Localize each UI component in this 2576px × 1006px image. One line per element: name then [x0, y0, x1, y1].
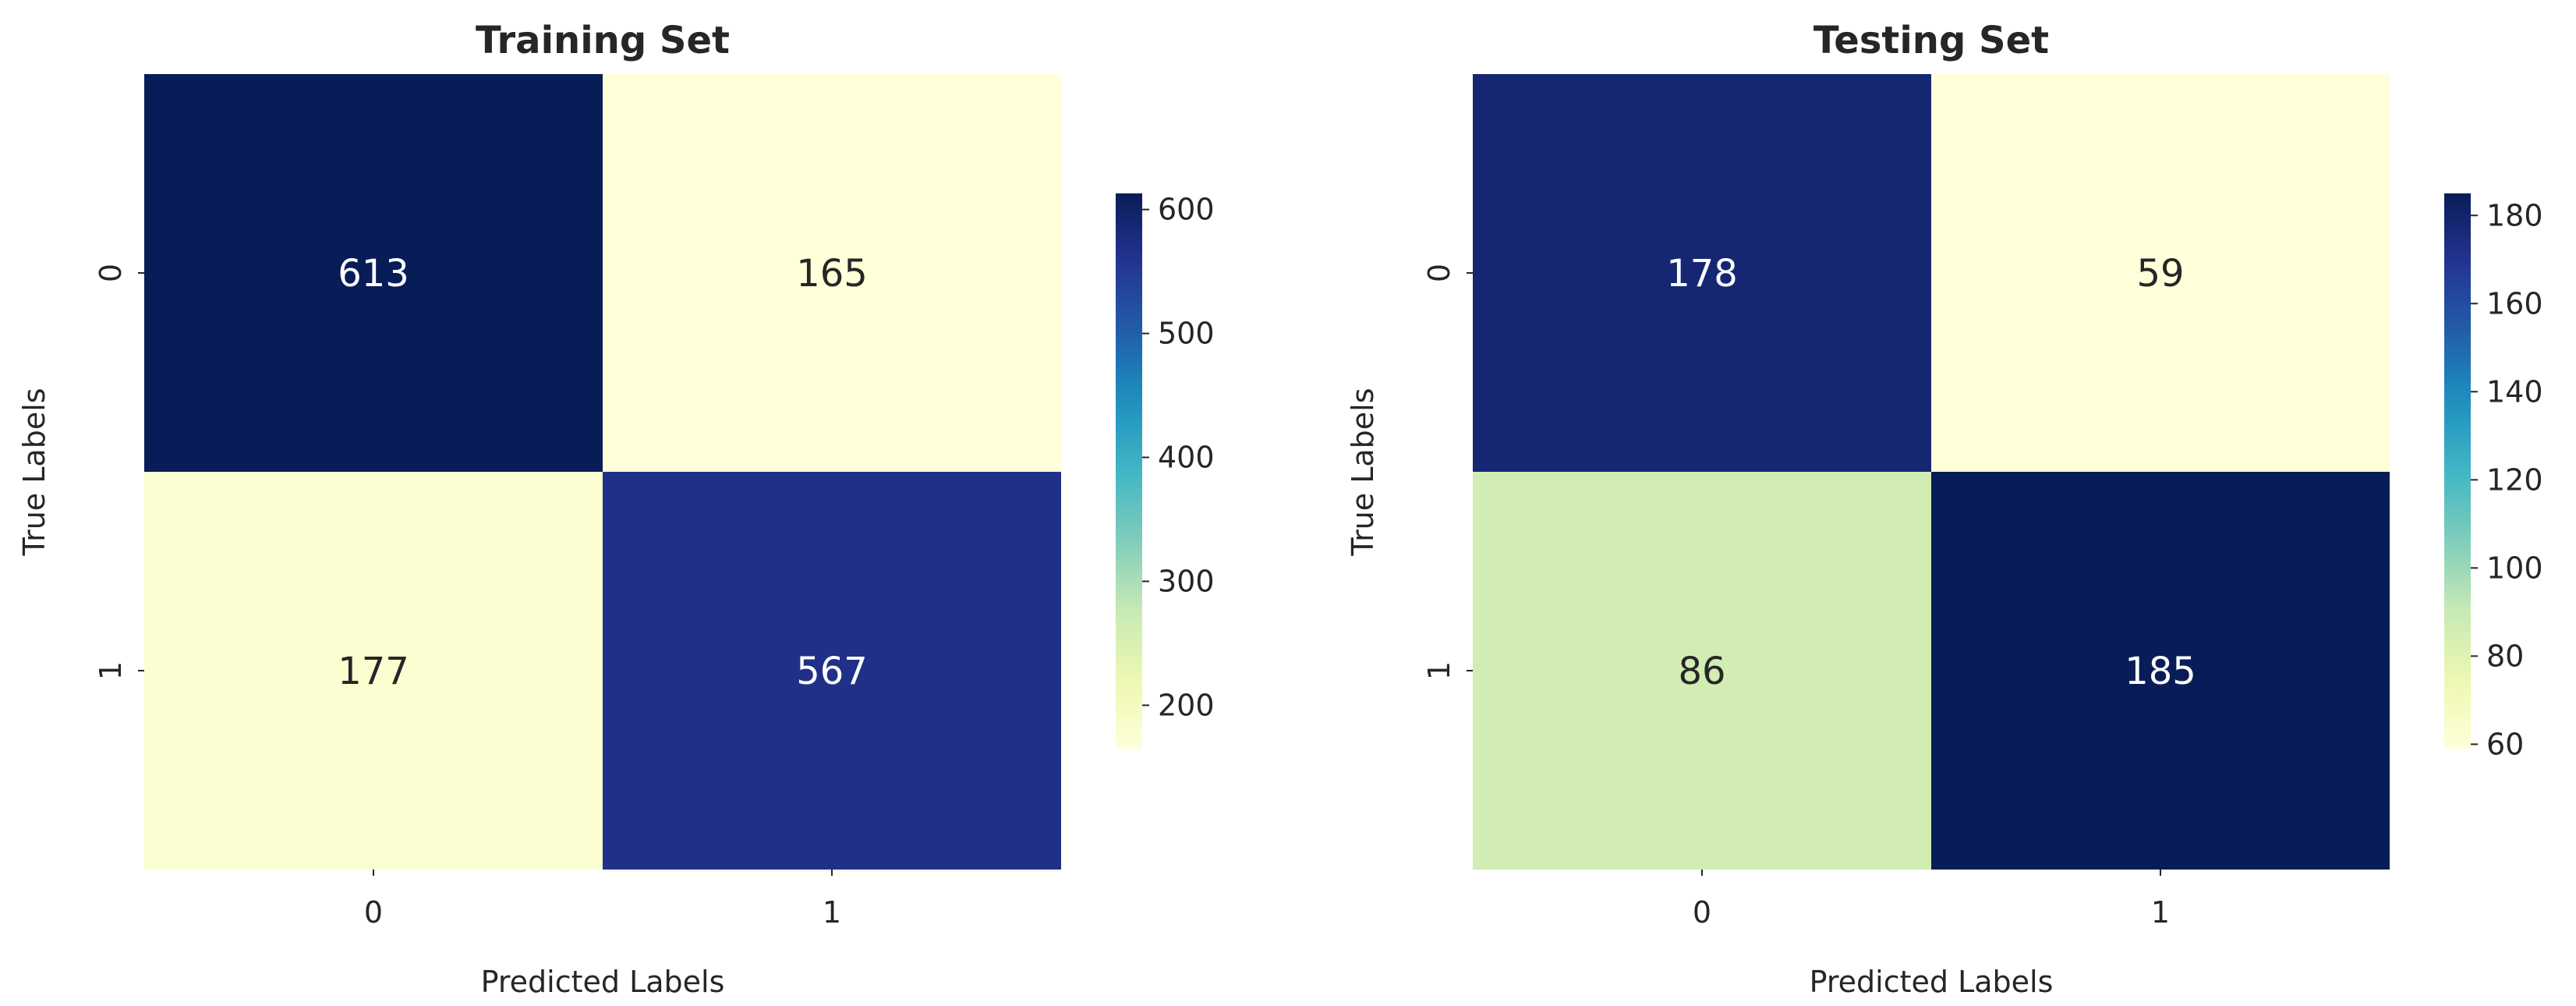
cell-value-label: 165: [796, 252, 868, 296]
x-tick-label: 0: [364, 895, 383, 930]
heatmap-cell: [603, 74, 1061, 472]
x-axis-label: Predicted Labels: [1810, 965, 2054, 999]
colorbar-tick-label: 300: [1158, 564, 1215, 598]
heatmap-panel-0: Training Set 613 165 177 567 0 1 0 1 Predicted La…: [17, 19, 1215, 999]
heatmap-cell: [1931, 74, 2390, 472]
y-tick-label: 0: [1422, 264, 1456, 282]
y-tick-label: 1: [94, 661, 128, 680]
heatmap-cell: [1473, 472, 1931, 870]
colorbar-tick-label: 120: [2486, 462, 2543, 497]
heatmap-cell: [603, 472, 1061, 870]
y-tick-label: 1: [1422, 661, 1456, 680]
cell-value-label: 185: [2125, 650, 2196, 693]
colorbar: [1116, 193, 1142, 749]
x-tick-label: 1: [823, 895, 841, 930]
cell-value-label: 567: [796, 650, 868, 693]
colorbar-tick-label: 100: [2486, 551, 2543, 585]
colorbar-tick-label: 160: [2486, 286, 2543, 321]
colorbar-tick-label: 200: [1158, 688, 1215, 722]
y-axis-label: True Labels: [17, 388, 51, 556]
x-tick-label: 1: [2151, 895, 2170, 930]
x-tick-label: 0: [1693, 895, 1711, 930]
heatmap-cell: [1473, 74, 1931, 472]
heatmap-cell: [144, 74, 603, 472]
colorbar-tick-label: 80: [2486, 639, 2524, 673]
chart-title: Training Set: [476, 19, 730, 62]
heatmap-cell: [144, 472, 603, 870]
colorbar-tick-label: 400: [1158, 441, 1215, 475]
y-tick-label: 0: [94, 264, 128, 282]
heatmap-cell: [1931, 472, 2390, 870]
cell-value-label: 86: [1678, 650, 1725, 693]
colorbar-tick-label: 140: [2486, 374, 2543, 409]
colorbar-tick-label: 60: [2486, 727, 2524, 761]
colorbar-tick-label: 180: [2486, 198, 2543, 232]
heatmap-panel-1: Testing Set 178 59 86 185 0 1 0 1 Predicted Label…: [1346, 19, 2543, 999]
cell-value-label: 178: [1666, 252, 1738, 296]
colorbar: [2444, 193, 2471, 749]
cell-value-label: 59: [2136, 252, 2184, 296]
chart-title: Testing Set: [1813, 19, 2049, 62]
cell-value-label: 177: [338, 650, 409, 693]
colorbar-tick-label: 600: [1158, 193, 1215, 227]
y-axis-label: True Labels: [1346, 388, 1380, 556]
colorbar-tick-label: 500: [1158, 317, 1215, 351]
x-axis-label: Predicted Labels: [481, 965, 725, 999]
cell-value-label: 613: [338, 252, 409, 296]
